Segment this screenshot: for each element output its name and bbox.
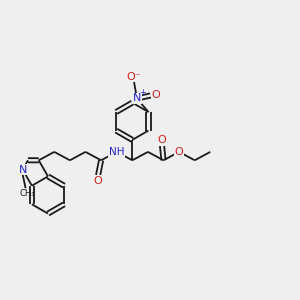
Text: CH₃: CH₃ bbox=[19, 189, 35, 198]
Text: O: O bbox=[152, 91, 160, 100]
Text: NH: NH bbox=[109, 147, 124, 157]
Text: O: O bbox=[94, 176, 103, 186]
Text: N: N bbox=[133, 94, 141, 103]
Text: O: O bbox=[175, 147, 184, 157]
Text: N: N bbox=[18, 165, 27, 175]
Text: O: O bbox=[158, 135, 166, 145]
Text: O⁻: O⁻ bbox=[127, 72, 141, 82]
Text: +: + bbox=[139, 88, 146, 97]
